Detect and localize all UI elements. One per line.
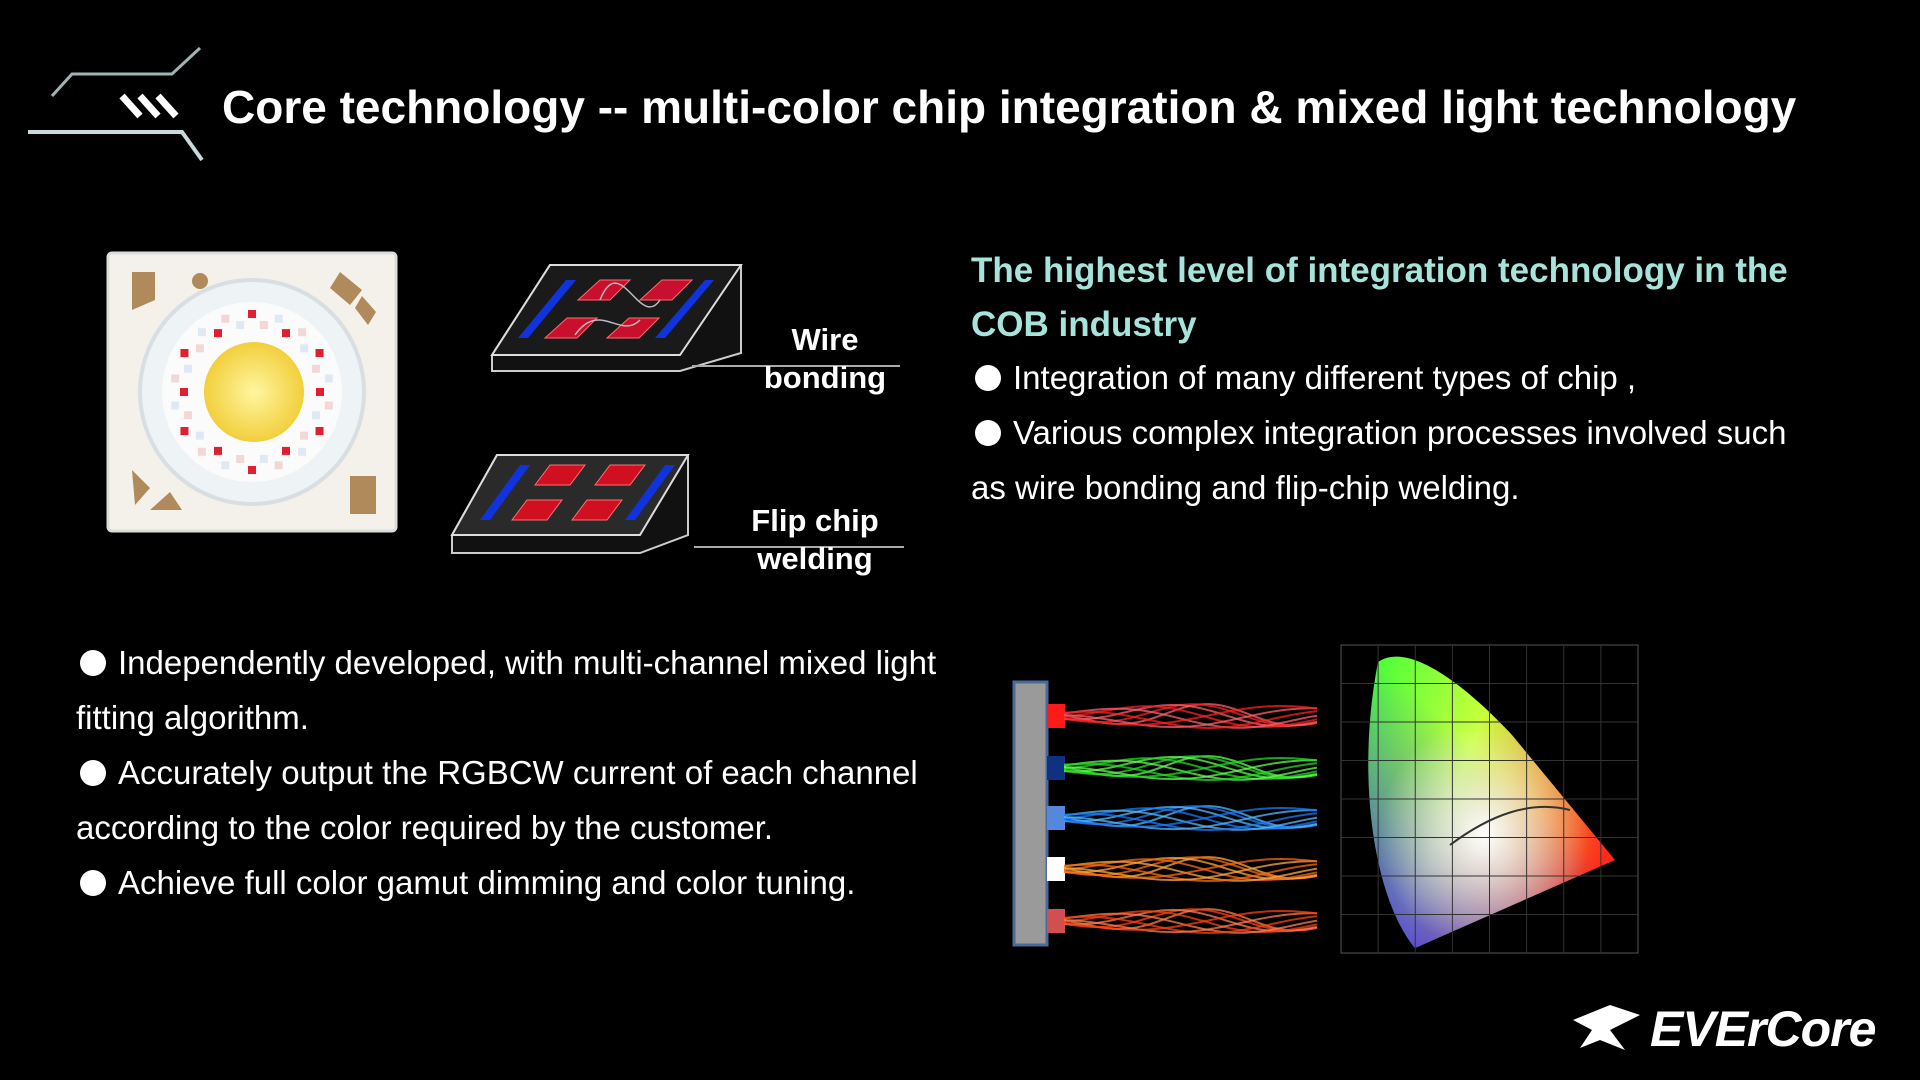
diagram-label: Flip chip welding [751, 503, 879, 576]
light-fiber [1064, 704, 1318, 726]
light-fiber [1064, 759, 1317, 781]
title-decoration [28, 46, 204, 162]
led-dot [259, 454, 268, 463]
led-dot [180, 427, 189, 435]
bullet-dot [975, 420, 1001, 446]
left-bullets: Independently developed, with multi-chan… [76, 635, 956, 910]
led-dot [324, 401, 333, 410]
wire-bonding-diagram [490, 264, 900, 372]
led-dot [311, 364, 320, 373]
light-fiber [1064, 705, 1318, 729]
bullet-text: Independently developed, with multi-chan… [76, 644, 937, 736]
led-dot [274, 461, 283, 470]
bullet-item: Various complex integration processes in… [971, 405, 1801, 515]
bullet-dot [80, 650, 106, 676]
bullet-dot [80, 870, 106, 896]
bullet-item: Achieve full color gamut dimming and col… [76, 855, 956, 910]
led-dot [197, 328, 206, 337]
channel-source [1047, 704, 1065, 728]
flip-chip-diagram [450, 454, 904, 554]
led-dot [197, 447, 206, 456]
led-dot [214, 329, 222, 338]
right-bullets: Integration of many different types of c… [971, 350, 1801, 515]
led-dot [248, 466, 256, 474]
light-fiber [1064, 756, 1318, 778]
led-dot [298, 447, 307, 456]
bullet-dot [975, 365, 1001, 391]
led-dot [298, 328, 307, 337]
led-dot [180, 388, 188, 396]
bullet-text: Various complex integration processes in… [971, 414, 1787, 506]
led-dot [171, 401, 180, 410]
diagram-label: Wire bonding [763, 322, 887, 395]
led-dot [282, 446, 290, 455]
light-fiber [1064, 707, 1317, 729]
cob-chip [106, 251, 398, 533]
light-fiber [1064, 757, 1318, 781]
channel-source [1047, 857, 1065, 881]
light-fiber [1064, 857, 1318, 879]
section-heading: The highest level of integration technol… [971, 251, 1788, 344]
channel-source [1047, 909, 1065, 933]
bullet-item: Integration of many different types of c… [971, 350, 1801, 405]
bullet-dot [80, 760, 106, 786]
led-dot [282, 329, 290, 338]
led-dot [236, 321, 245, 330]
light-fiber [1064, 909, 1318, 931]
light-fiber [1064, 912, 1317, 934]
led-dot [324, 374, 333, 383]
led-dot [300, 344, 309, 353]
led-dot [274, 314, 283, 323]
cob-led-ring [171, 310, 333, 474]
led-dot [315, 427, 324, 435]
light-fiber [1064, 910, 1318, 934]
light-fiber [1064, 806, 1318, 828]
cie-chromaticity-chart [1340, 644, 1639, 954]
led-dot [259, 321, 268, 330]
led-dot [248, 310, 256, 318]
bullet-text: Integration of many different types of c… [1013, 359, 1637, 396]
light-fiber [1064, 858, 1318, 882]
led-dot [221, 461, 230, 470]
light-fiber [1064, 860, 1317, 882]
slide-title: Core technology -- multi-color chip inte… [222, 81, 1797, 133]
led-dot [315, 349, 324, 357]
channel-source [1047, 806, 1065, 830]
led-dot [311, 411, 320, 420]
led-dot [300, 431, 309, 440]
led-dot [184, 364, 193, 373]
light-fiber [1064, 809, 1317, 831]
led-dot [221, 314, 230, 323]
led-dot [214, 446, 222, 455]
bullet-text: Achieve full color gamut dimming and col… [118, 864, 856, 901]
led-dot [171, 374, 180, 383]
bullet-text: Accurately output the RGBCW current of e… [76, 754, 918, 846]
led-dot [316, 388, 324, 396]
light-fiber [1064, 807, 1318, 831]
led-dot [195, 344, 204, 353]
bullet-item: Accurately output the RGBCW current of e… [76, 745, 956, 855]
led-dot [180, 349, 189, 357]
light-mixing-illustration [1012, 680, 1318, 947]
led-dot [236, 454, 245, 463]
led-dot [195, 431, 204, 440]
led-dot [184, 411, 193, 420]
logo-mark [1573, 1005, 1640, 1050]
channel-source [1047, 756, 1065, 780]
company-logo: EVErCore [1650, 1001, 1876, 1057]
bullet-item: Independently developed, with multi-chan… [76, 635, 956, 745]
